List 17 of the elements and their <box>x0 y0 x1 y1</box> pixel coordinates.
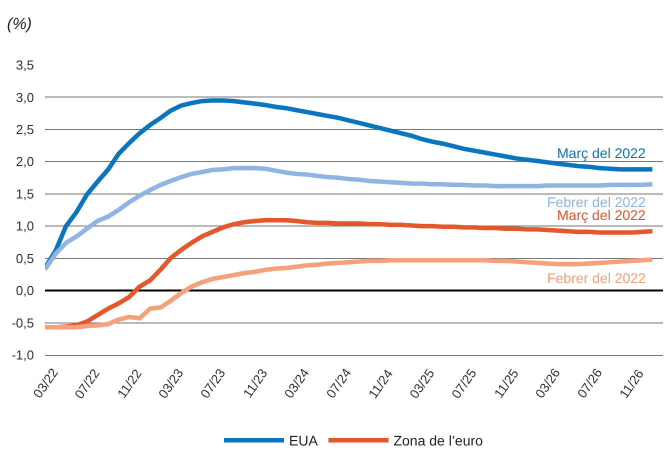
y-tick-label: 0,5 <box>16 250 34 266</box>
annotation: Febrer del 2022 <box>547 270 646 286</box>
y-tick-label: 3,0 <box>16 90 34 105</box>
annotation: Febrer del 2022 <box>547 194 646 210</box>
legend-label: EUA <box>289 432 318 449</box>
y-tick-label: 1,0 <box>16 218 34 234</box>
y-tick-label: 2,0 <box>16 154 34 170</box>
annotation: Març del 2022 <box>557 145 646 161</box>
y-tick-label: 2,5 <box>16 122 34 137</box>
y-tick-label: 1,5 <box>16 186 34 202</box>
y-tick-label: 0,0 <box>16 283 34 298</box>
y-tick-label: 3,5 <box>16 58 34 73</box>
legend-label: Zona de l’euro <box>393 432 484 449</box>
annotation: Març del 2022 <box>557 207 646 223</box>
y-tick-label: -0,5 <box>12 315 34 330</box>
y-tick-label: -1,0 <box>12 348 34 363</box>
y-axis-title: (%) <box>7 16 32 33</box>
